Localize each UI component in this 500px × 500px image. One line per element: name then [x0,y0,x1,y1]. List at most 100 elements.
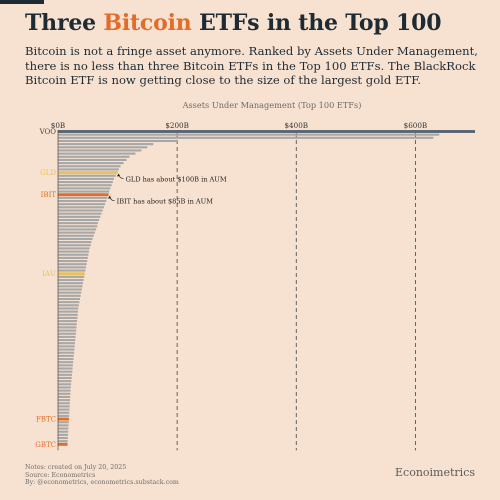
bar-60 [58,316,78,319]
bar-57 [58,307,79,310]
bar-27 [58,212,102,215]
bar-label-iau: IAU [42,270,56,278]
bar-43 [58,263,87,266]
title-pre: Three [25,10,104,36]
notes-line-source: Source: Econometrics [25,471,96,479]
bar-47 [58,275,85,278]
bar-51 [58,288,82,291]
bar-26 [58,209,103,212]
bar-68 [58,342,75,345]
annotation-arrow-2 [109,196,115,202]
bar-63 [58,326,77,329]
bar-12 [58,165,121,168]
bar-6 [58,146,148,149]
page-title: Three Bitcoin ETFs in the Top 100 [25,10,485,36]
bar-15 [58,174,116,177]
bar-37 [58,244,91,247]
bar-28 [58,215,101,218]
bar-66 [58,335,76,338]
bar-65 [58,332,76,335]
bar-20 [58,190,110,193]
bar-98 [58,436,68,440]
bar-31 [58,225,98,228]
bar-87 [58,402,70,405]
bar-39 [58,250,89,253]
bar-2 [58,133,440,136]
bar-94 [58,424,69,427]
bar-label-fbtc: FBTC [36,416,56,424]
bar-1 [58,130,475,133]
bar-86 [58,399,70,402]
bar-62 [58,323,77,326]
bar-85 [58,395,71,398]
bar-72 [58,354,74,357]
bar-91 [58,414,70,417]
bar-96 [58,430,69,433]
bar-10 [58,158,127,161]
x-tick-label: $200B [165,121,189,130]
bar-71 [58,351,75,354]
bar-3 [58,136,434,139]
notes-line-author: By: @econometrics, econometrics.substack… [25,479,179,487]
bar-59 [58,313,78,316]
bar-16 [58,177,114,180]
bar-label-gld: GLD [40,169,56,177]
brand-logo-text: Econoimetrics [395,466,475,479]
bar-58 [58,310,78,313]
bar-99 [58,440,68,443]
bar-75 [58,364,73,367]
title-post: ETFs in the Top 100 [191,10,442,36]
bar-64 [58,329,77,332]
bar-73 [58,357,74,361]
bar-19 [58,187,111,190]
bar-93 [58,421,69,424]
bar-50 [58,285,83,288]
annotation-arrow-1 [118,173,124,179]
bar-80 [58,380,72,383]
annotation-1: GLD has about $100B in AUM [126,176,227,184]
bar-22 [58,196,108,199]
bar-17 [58,181,113,184]
bar-14 [58,171,118,175]
bar-33 [58,231,95,234]
annotation-2: IBIT has about $85B in AUM [117,198,214,206]
header-accent-bar [0,0,44,4]
bar-82 [58,386,71,389]
x-tick-label: $600B [404,121,428,130]
bar-67 [58,339,76,342]
bar-77 [58,370,73,373]
bar-24 [58,203,106,206]
bar-42 [58,260,88,263]
bar-79 [58,376,72,380]
bar-11 [58,162,124,165]
bar-label-gbtc: GBTC [35,441,56,449]
bar-label-voo: VOO [39,128,57,136]
bar-label-ibit: IBIT [41,191,57,199]
bar-95 [58,427,69,430]
bar-52 [58,291,82,294]
bar-21 [58,193,109,197]
bar-18 [58,184,112,187]
title-highlight: Bitcoin [103,10,192,36]
bar-30 [58,222,98,225]
bar-88 [58,405,70,408]
bar-7 [58,149,142,152]
bar-48 [58,278,84,282]
bar-35 [58,237,93,240]
annotation-arrowhead-2 [107,195,112,199]
bar-97 [58,433,69,436]
bar-81 [58,383,72,386]
bar-13 [58,168,119,171]
page-subtitle: Bitcoin is not a fringe asset anymore. R… [25,44,478,87]
bar-32 [58,228,97,231]
bar-36 [58,241,92,244]
bar-78 [58,373,72,376]
bar-55 [58,301,80,304]
footer-notes: Notes: created on July 20, 2025 Source: … [25,464,179,487]
notes-line-date: Notes: created on July 20, 2025 [25,464,127,471]
bar-74 [58,361,74,364]
bar-84 [58,392,71,395]
bar-92 [58,417,69,421]
bar-54 [58,297,81,301]
